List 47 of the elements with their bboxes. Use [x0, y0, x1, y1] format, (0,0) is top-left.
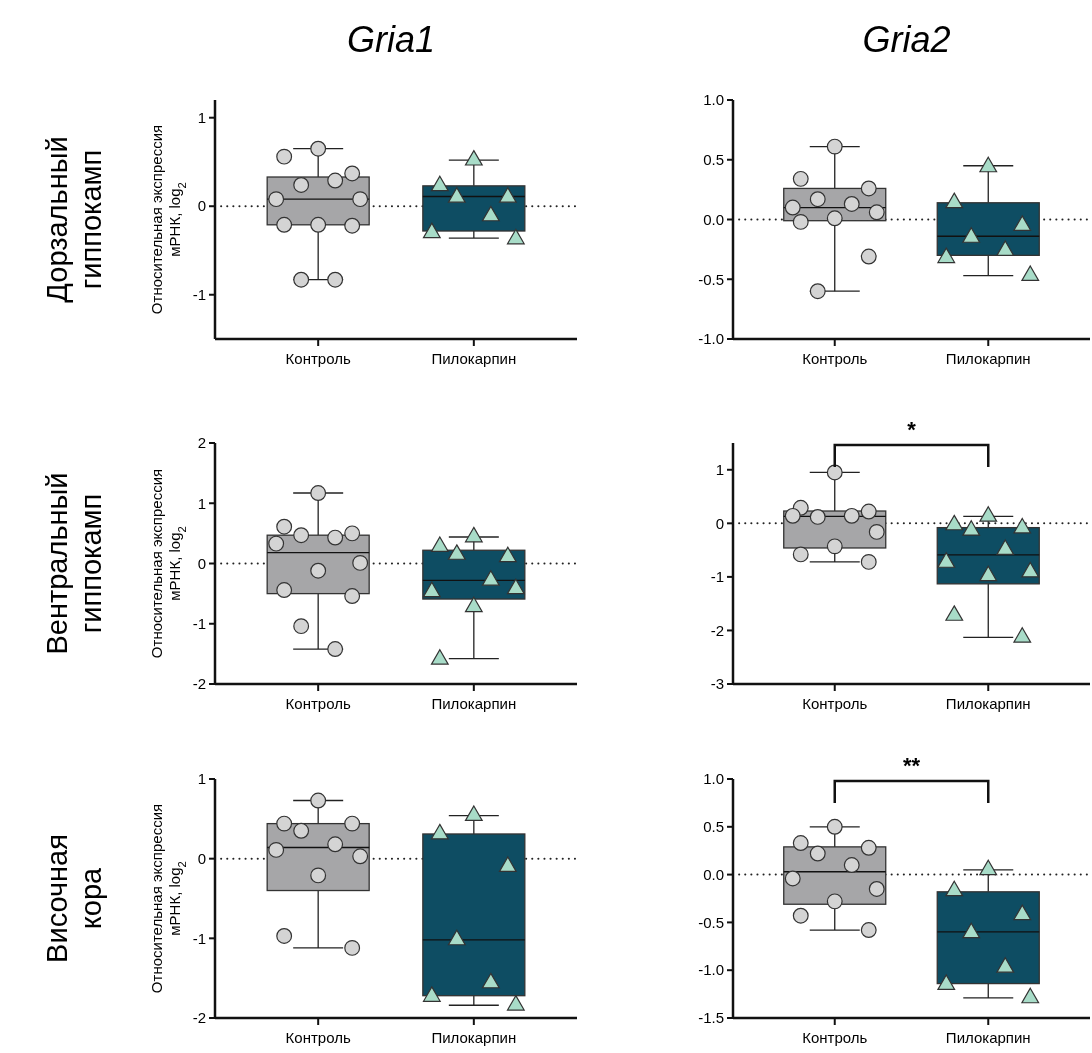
y-tick-label: 0 — [197, 554, 206, 572]
text: Височная кора — [41, 834, 107, 963]
x-tick-label: Пилокарпин — [945, 350, 1031, 367]
y-tick-label: -1.0 — [698, 330, 724, 348]
y-tick-label: -0.5 — [698, 270, 724, 288]
y-tick-label: 1.0 — [703, 770, 724, 788]
x-tick-label: Пилокарпин — [431, 695, 517, 712]
y-tick-label: 0 — [197, 849, 206, 867]
x-tick-label: Контроль — [802, 350, 868, 367]
y-tick-label: -0.5 — [698, 913, 724, 931]
y-tick-label: 1 — [715, 461, 724, 479]
y-tick-label: -2 — [710, 621, 724, 639]
x-tick-label: Контроль — [285, 1029, 351, 1046]
x-tick-label: Контроль — [285, 350, 351, 367]
y-tick-label: 0.0 — [703, 865, 724, 883]
x-tick-label: Контроль — [802, 1029, 868, 1046]
y-tick-label: 0 — [197, 197, 206, 215]
text: Вентральный гиппокамп — [41, 472, 107, 655]
y-tick-label: -3 — [710, 675, 724, 693]
y-tick-label: 1 — [197, 494, 206, 512]
x-tick-label: Контроль — [285, 695, 351, 712]
y-tick-label: -1.0 — [698, 961, 724, 979]
x-tick-label: Пилокарпин — [945, 1029, 1031, 1046]
y-tick-label: -2 — [192, 1009, 206, 1027]
y-tick-label: 1 — [197, 108, 206, 126]
text: ** — [902, 753, 921, 778]
text: * — [907, 417, 917, 442]
y-tick-label: 1 — [197, 770, 206, 788]
y-tick-label: 0.5 — [703, 818, 724, 836]
y-tick-label: 1.0 — [703, 91, 724, 109]
y-tick-label: -1 — [192, 615, 206, 632]
y-tick-label: 0.5 — [703, 151, 724, 168]
chart-title: Gria2 — [862, 19, 951, 60]
x-tick-label: Пилокарпин — [431, 1029, 517, 1046]
y-tick-label: -1 — [192, 285, 206, 303]
chart-title: Gria1 — [346, 19, 436, 60]
y-tick-label: 0 — [715, 514, 724, 532]
y-tick-label: -1.5 — [698, 1009, 724, 1027]
y-tick-label: -1 — [710, 568, 724, 586]
y-tick-label: 2 — [197, 434, 206, 452]
x-tick-label: Пилокарпин — [431, 350, 517, 367]
y-tick-label: 0.0 — [703, 210, 724, 228]
x-tick-label: Контроль — [802, 695, 868, 712]
x-tick-label: Пилокарпин — [945, 695, 1031, 712]
y-tick-label: -1 — [192, 929, 206, 947]
text: Дорзальный гиппокамп — [41, 136, 107, 303]
y-tick-label: -2 — [192, 675, 206, 693]
